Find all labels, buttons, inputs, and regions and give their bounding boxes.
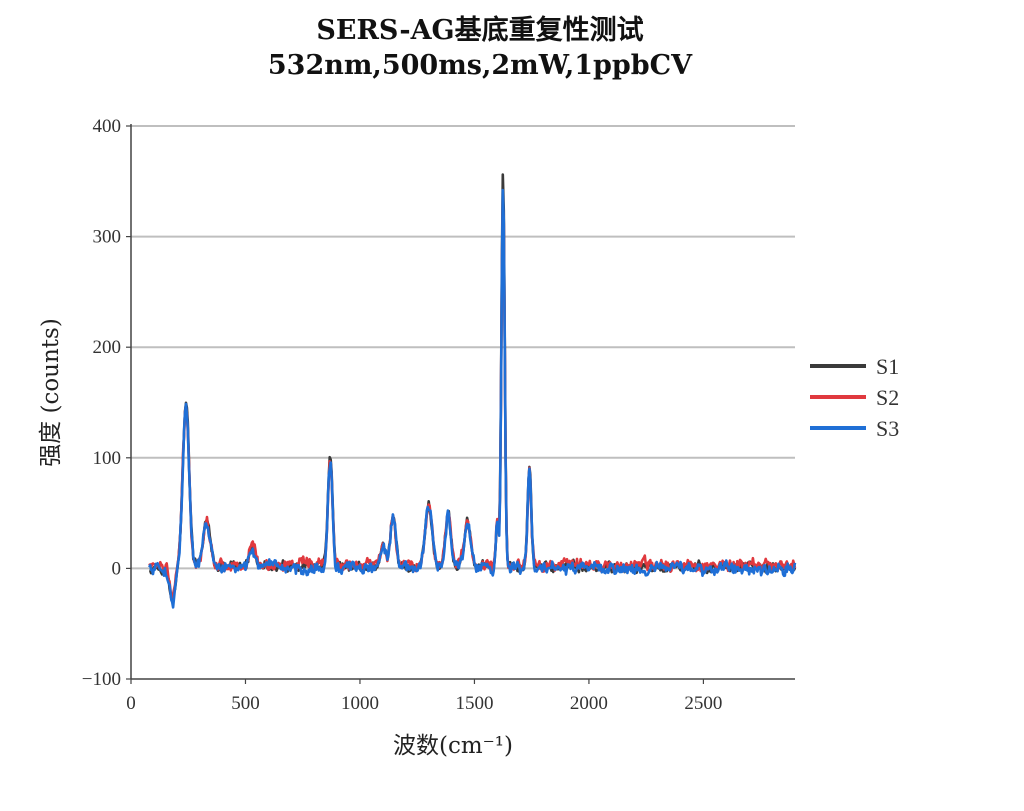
series-layer — [148, 173, 797, 609]
x-axis-label: 波数(cm⁻¹) — [393, 733, 513, 759]
x-tick-label: 1500 — [455, 693, 493, 714]
y-tick-label: 400 — [93, 116, 122, 137]
y-axis-label: 强度 (counts) — [38, 318, 64, 467]
y-tick-label: 0 — [112, 558, 122, 579]
x-tick-label: 2500 — [684, 693, 722, 714]
legend-label-s1: S1 — [876, 354, 899, 379]
y-tick-label: 100 — [93, 448, 122, 469]
series-line-s3 — [148, 188, 797, 609]
x-axis-label-unit: (cm⁻¹) — [439, 733, 513, 759]
grid-lines — [131, 125, 795, 570]
series-line-s2 — [148, 198, 797, 601]
y-tick-label: 200 — [93, 337, 122, 358]
y-tick-label: −100 — [82, 669, 121, 690]
legend-label-s3: S3 — [876, 416, 899, 441]
x-axis-label-text: 波数 — [393, 733, 439, 759]
legend: S1 S2 S3 — [810, 354, 899, 441]
x-tick-label: 2000 — [570, 693, 608, 714]
axes — [130, 124, 795, 680]
chart-subtitle: 532nm,500ms,2mW,1ppbCV — [267, 50, 693, 81]
x-tick-label: 0 — [126, 693, 136, 714]
chart-title: SERS-AG基底重复性测试 — [316, 15, 644, 46]
legend-label-s2: S2 — [876, 385, 899, 410]
x-tick-label: 500 — [231, 693, 260, 714]
y-tick-label: 300 — [93, 227, 122, 248]
x-tick-label: 1000 — [341, 693, 379, 714]
series-line-s1 — [148, 173, 797, 602]
